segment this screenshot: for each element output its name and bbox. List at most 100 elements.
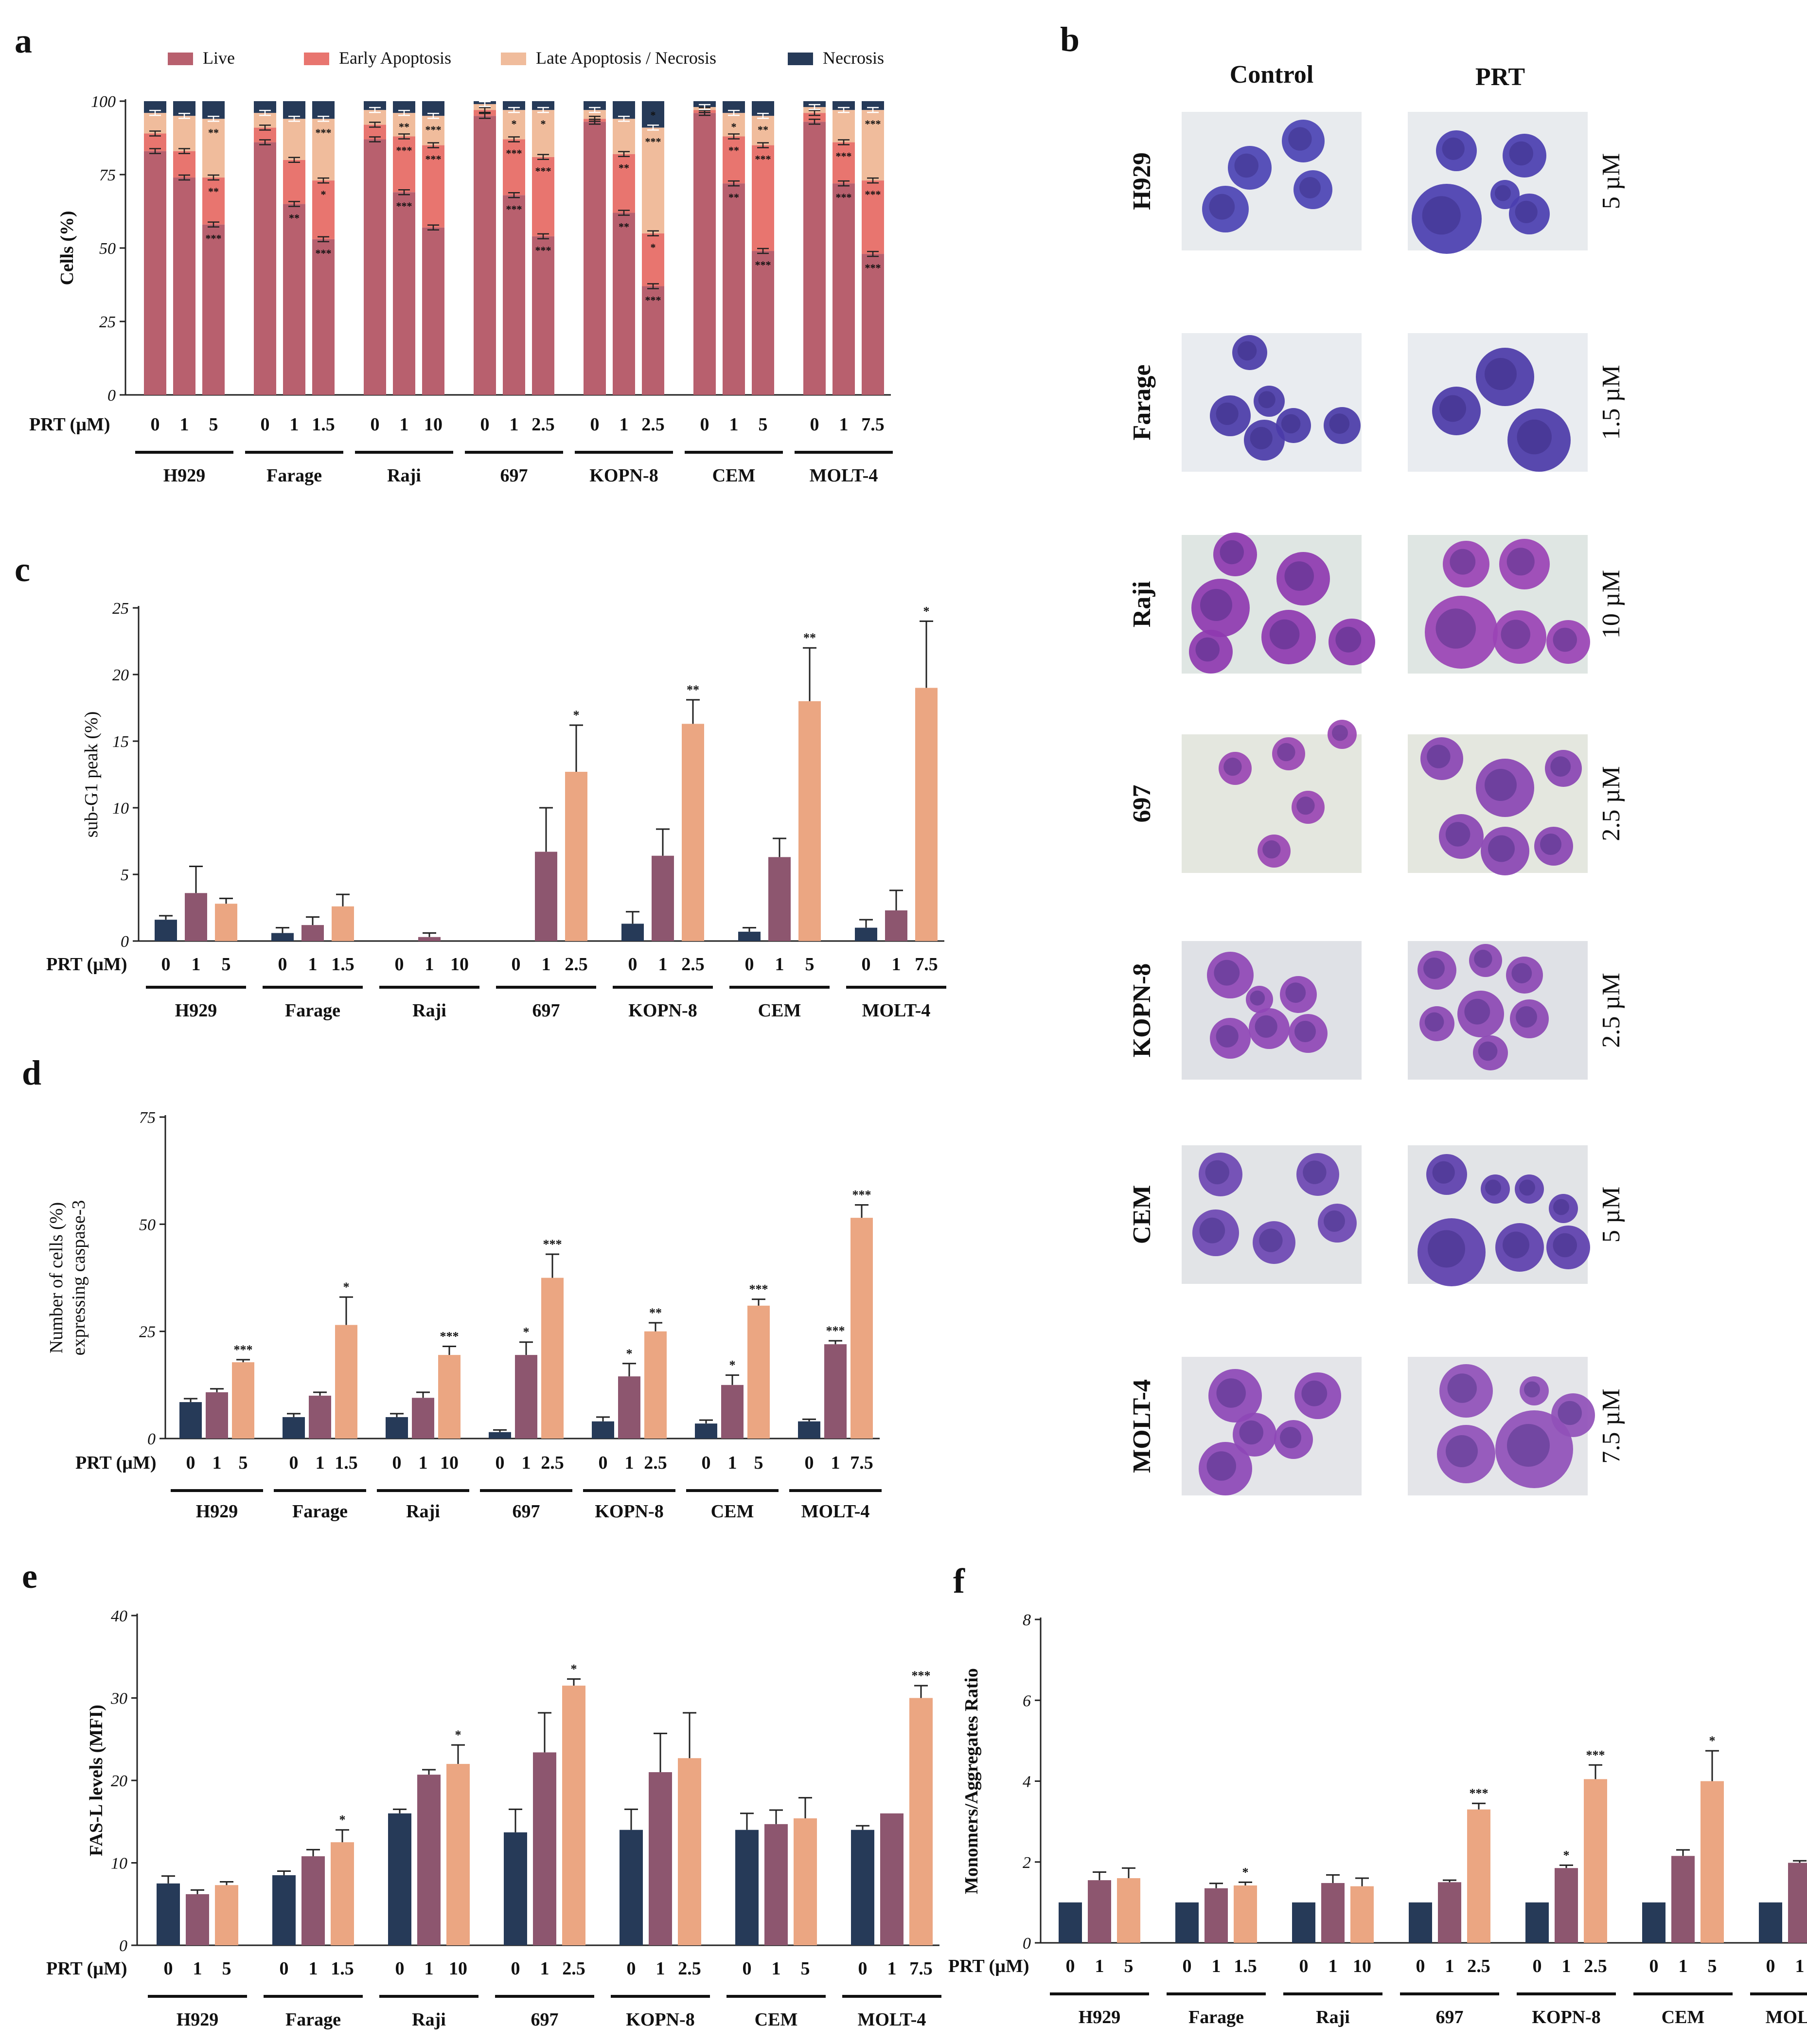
- significance-mark: **: [208, 185, 219, 197]
- y-axis-label: sub-G1 peak (%): [81, 711, 102, 838]
- significance-mark: *: [729, 1358, 736, 1372]
- dose-label: 1.5: [335, 1453, 358, 1473]
- stained-cell: [1425, 596, 1498, 669]
- cell-line-label: 697: [1436, 2007, 1464, 2027]
- bar-segment: [503, 195, 525, 395]
- significance-mark: ***: [755, 259, 771, 271]
- stained-cell: [1219, 752, 1252, 785]
- cell-line-label: 697: [531, 2009, 559, 2030]
- significance-mark: *: [1563, 1848, 1570, 1862]
- significance-mark: ***: [836, 191, 852, 203]
- cell-line-label: Farage: [266, 465, 322, 486]
- cell-line-label: H929: [175, 1000, 217, 1021]
- significance-mark: **: [399, 121, 409, 133]
- stained-cell: [1202, 186, 1249, 232]
- stained-cell: [1253, 1221, 1295, 1264]
- dose-label: 7.5: [850, 1453, 873, 1473]
- control-micrograph: [1182, 1145, 1362, 1284]
- bar: [1525, 1902, 1549, 1943]
- cell-nucleus: [1199, 1217, 1225, 1244]
- bar: [1292, 1902, 1315, 1943]
- dose-label: 1: [193, 1958, 202, 1979]
- bar-segment: [642, 233, 664, 286]
- dose-label: 0: [700, 414, 709, 435]
- bar-segment: [862, 180, 884, 254]
- micrograph-dose-label: 2.5 µM: [1597, 973, 1625, 1048]
- cell-nucleus: [1239, 1420, 1263, 1445]
- cell-nucleus: [1478, 1041, 1498, 1061]
- bar-segment: [503, 110, 525, 140]
- significance-mark: *: [731, 121, 737, 133]
- bar: [738, 931, 761, 941]
- bar: [721, 1385, 744, 1439]
- significance-mark: ***: [316, 247, 332, 259]
- bar-segment: [422, 227, 444, 395]
- panel-label-e: e: [22, 1557, 37, 1596]
- micrograph-row-label: 697: [1128, 785, 1156, 823]
- dose-label: 0: [289, 1453, 299, 1473]
- stained-cell: [1254, 386, 1285, 417]
- cell-nucleus: [1216, 1025, 1239, 1048]
- cell-line-label: CEM: [1662, 2007, 1705, 2027]
- dose-label: 2.5: [562, 1958, 585, 1979]
- cell-nucleus: [1281, 414, 1301, 434]
- stained-cell: [1210, 1018, 1251, 1059]
- y-tick-label: 0: [121, 933, 129, 951]
- bar: [386, 1417, 408, 1439]
- bar-segment: [642, 286, 664, 395]
- micrograph-row-molt-4: MOLT-4 7.5 µM: [1128, 1357, 1625, 1495]
- dose-label: 1: [1562, 1956, 1571, 1976]
- significance-mark: ***: [206, 232, 222, 245]
- stained-cell: [1473, 1035, 1508, 1070]
- cell-nucleus: [1553, 1199, 1569, 1215]
- bar-segment: [312, 180, 335, 239]
- bar: [335, 1325, 357, 1439]
- cell-nucleus: [1509, 141, 1533, 166]
- prt-micrograph: [1408, 535, 1590, 674]
- column-header-control: Control: [1230, 61, 1313, 89]
- panel-label-b: b: [1060, 20, 1080, 59]
- bar-segment: [283, 160, 305, 204]
- bar: [851, 1830, 874, 1945]
- dose-label: 1: [510, 414, 519, 435]
- bar-segment: [723, 183, 745, 395]
- stained-cell: [1417, 951, 1456, 990]
- micrograph-row-label: CEM: [1128, 1185, 1156, 1244]
- significance-mark: **: [803, 631, 816, 645]
- prt-micrograph: [1408, 333, 1588, 472]
- stained-cell: [1191, 579, 1250, 637]
- dose-label: 0: [395, 1958, 405, 1979]
- dose-label: 5: [754, 1453, 763, 1473]
- y-tick-label: 10: [111, 1855, 127, 1873]
- stained-cell: [1276, 552, 1330, 605]
- bar: [1584, 1779, 1607, 1943]
- stained-cell: [1426, 1154, 1467, 1195]
- dose-label: 1.5: [312, 414, 335, 435]
- dose-label: 1: [658, 954, 668, 975]
- bar: [206, 1392, 228, 1439]
- y-tick-label: 8: [1023, 1611, 1031, 1629]
- dose-label: 2.5: [541, 1453, 564, 1473]
- y-tick-label: 75: [99, 166, 116, 184]
- bar: [1438, 1882, 1461, 1943]
- significance-mark: ***: [755, 153, 771, 165]
- significance-mark: **: [619, 221, 629, 233]
- stained-cell: [1520, 1376, 1549, 1405]
- bar: [620, 1830, 643, 1945]
- prt-micrograph: [1408, 112, 1588, 254]
- dose-label: 1: [775, 954, 784, 975]
- bar-segment: [532, 236, 554, 395]
- significance-mark: ***: [836, 150, 852, 162]
- dose-label: 0: [395, 954, 404, 975]
- significance-mark: ***: [645, 294, 661, 306]
- cell-nucleus: [1432, 1161, 1455, 1184]
- dose-label: 10: [1353, 1956, 1371, 1976]
- micrograph-row-cem: CEM 5 µM: [1128, 1145, 1625, 1286]
- bar: [798, 701, 821, 941]
- y-tick-label: 0: [1023, 1935, 1031, 1953]
- dose-label: 0: [1183, 1956, 1192, 1976]
- cell-nucleus: [1495, 185, 1511, 201]
- dose-label: 1: [772, 1958, 781, 1979]
